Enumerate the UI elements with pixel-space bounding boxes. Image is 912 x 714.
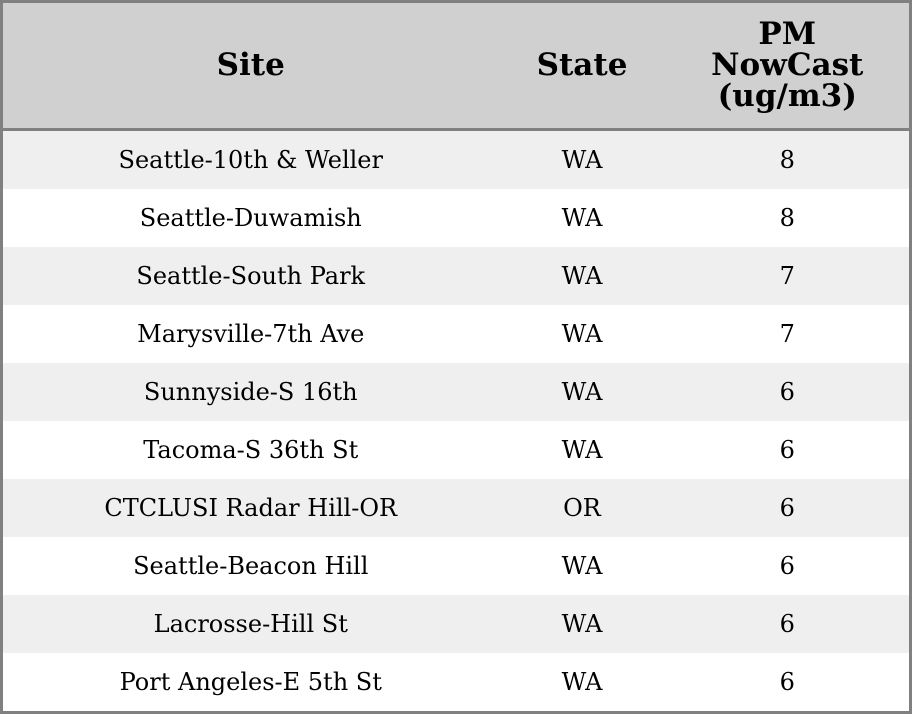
header-text: PM: [758, 16, 817, 52]
pm-value-cell: 7: [779, 320, 795, 348]
site-cell: Seattle-South Park: [1, 247, 499, 305]
state-cell: WA: [561, 320, 603, 348]
pm-value-cell: 6: [779, 436, 795, 464]
state-cell: WA: [561, 436, 603, 464]
site-cell: Port Angeles-E 5th St: [119, 668, 382, 696]
pm-value-cell: 6: [779, 668, 795, 696]
header-text: State: [536, 47, 628, 83]
state-cell: WA: [498, 247, 666, 305]
pm-value-cell: 8: [779, 204, 795, 232]
site-cell: Marysville-7th Ave: [137, 320, 365, 348]
pm-value-cell: 6: [665, 479, 911, 537]
table-row: Seattle-South Park WA 7: [1, 247, 911, 305]
site-cell: CTCLUSI Radar Hill-OR: [1, 479, 499, 537]
site-cell: Seattle-10th & Weller: [1, 129, 499, 189]
site-cell: Seattle-Duwamish: [139, 204, 362, 232]
table-row: Marysville-7th Ave WA 7: [2, 305, 911, 363]
pm-value-cell: 7: [665, 247, 911, 305]
column-header-state: State: [498, 1, 666, 131]
header-text: NowCast: [711, 47, 864, 83]
state-cell: WA: [561, 552, 603, 580]
pm-value-cell: 8: [665, 129, 911, 189]
table-row: Lacrosse-Hill St WA 6: [1, 595, 911, 653]
site-cell: Tacoma-S 36th St: [143, 436, 359, 464]
header-row: Site State PM NowCast (ug/m3): [1, 1, 911, 131]
table-row: Seattle-Beacon Hill WA 6: [2, 537, 911, 595]
table-row: CTCLUSI Radar Hill-OR OR 6: [1, 479, 911, 537]
table-row: Tacoma-S 36th St WA 6: [2, 421, 911, 479]
table-row: Sunnyside-S 16th WA 6: [1, 363, 911, 421]
state-cell: OR: [498, 479, 666, 537]
state-cell: WA: [561, 204, 603, 232]
pm-value-cell: 6: [665, 363, 911, 421]
state-cell: WA: [561, 668, 603, 696]
site-cell: Seattle-Beacon Hill: [133, 552, 369, 580]
site-cell: Lacrosse-Hill St: [1, 595, 499, 653]
pm-value-cell: 6: [779, 552, 795, 580]
state-cell: WA: [498, 129, 666, 189]
table-row: Port Angeles-E 5th St WA 6: [2, 653, 911, 713]
state-cell: WA: [498, 595, 666, 653]
column-header-pm: PM NowCast (ug/m3): [665, 1, 911, 131]
table-row: Seattle-Duwamish WA 8: [2, 189, 911, 247]
pm-value-cell: 6: [665, 595, 911, 653]
table-row: Seattle-10th & Weller WA 8: [1, 129, 911, 189]
header-text: (ug/m3): [717, 78, 857, 114]
header-text: Site: [216, 47, 285, 83]
state-cell: WA: [498, 363, 666, 421]
site-cell: Sunnyside-S 16th: [1, 363, 499, 421]
column-header-site: Site: [1, 1, 499, 131]
